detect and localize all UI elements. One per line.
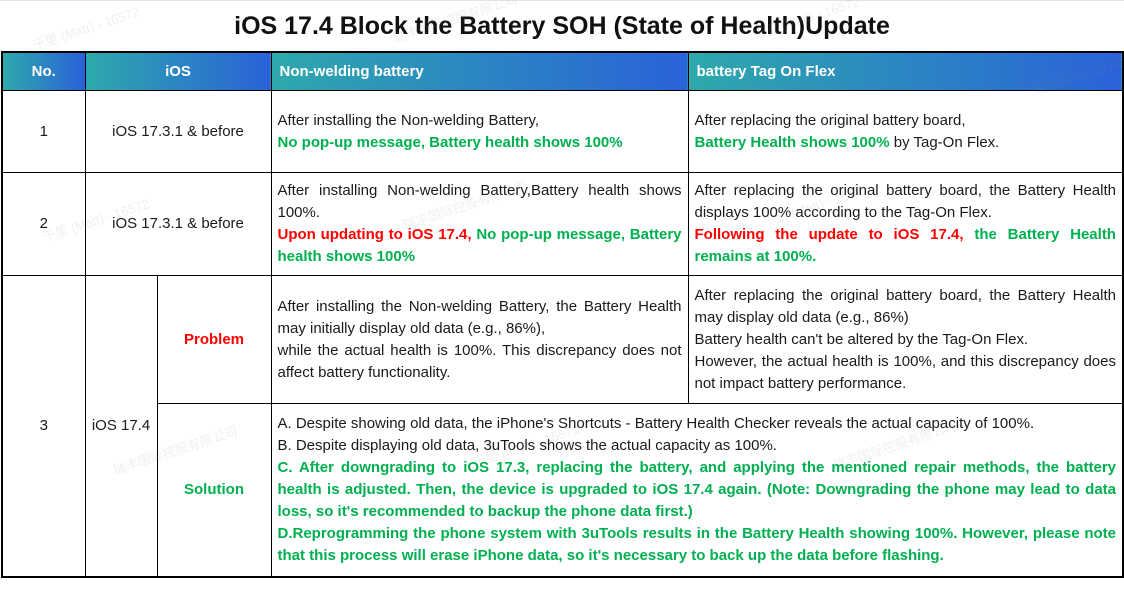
problem-tagonflex-para3: However, the actual health is 100%, and … — [694, 352, 1117, 392]
solution-item-c: C. After downgrading to iOS 17.3, replac… — [277, 458, 1117, 520]
table-header-row: No. iOS Non-welding battery battery Tag … — [1, 51, 1124, 91]
row1-no-cell: 1 — [1, 90, 86, 173]
row2-tagonflex-cell: After replacing the original battery boa… — [687, 172, 1124, 276]
table-row-2: 2 iOS 17.3.1 & before After installing N… — [1, 172, 1124, 276]
header-cell-ios: iOS — [84, 51, 272, 91]
row2-nonwelding-cell: After installing Non-welding Battery,Bat… — [270, 172, 689, 276]
solution-item-d: D.Reprogramming the phone system with 3u… — [277, 524, 1117, 564]
row2-ios-cell: iOS 17.3.1 & before — [84, 172, 272, 276]
row1-ios-cell: iOS 17.3.1 & before — [84, 90, 272, 173]
row3-solution-label: Solution — [156, 403, 272, 577]
row1-nonwelding-line2: No pop-up message, Battery health shows … — [277, 133, 623, 151]
battery-soh-table: No. iOS Non-welding battery battery Tag … — [1, 51, 1124, 578]
table-row-3-solution: Solution A. Despite showing old data, th… — [2, 403, 1124, 577]
header-cell-no: No. — [1, 51, 86, 91]
solution-item-a: A. Despite showing old data, the iPhone'… — [277, 414, 1035, 432]
header-cell-nonwelding: Non-welding battery — [270, 51, 689, 91]
row2-tagonflex-para2: Following the update to iOS 17.4, the Ba… — [694, 226, 1116, 265]
row3-problem-nonwelding-cell: After installing the Non-welding Battery… — [270, 275, 689, 404]
row1-tagonflex-line1: After replacing the original battery boa… — [694, 111, 966, 129]
row2-nonwelding-para2: Upon updating to iOS 17.4, No pop-up mes… — [277, 226, 682, 265]
row1-tagonflex-line2: Battery Health shows 100% by Tag-On Flex… — [694, 133, 1000, 151]
row3-problem-tagonflex-cell: After replacing the original battery boa… — [687, 275, 1124, 404]
row2-no-cell: 2 — [1, 172, 86, 276]
page-title: iOS 17.4 Block the Battery SOH (State of… — [0, 0, 1124, 51]
problem-nonwelding-para1: After installing the Non-welding Battery… — [277, 297, 682, 337]
problem-nonwelding-para2: while the actual health is 100%. This di… — [277, 341, 682, 381]
row2-nonwelding-para1: After installing Non-welding Battery,Bat… — [277, 182, 682, 221]
solution-item-b: B. Despite displaying old data, 3uTools … — [277, 436, 777, 454]
table-row-3-problem: 3 iOS 17.4 Problem After installing the … — [1, 275, 1124, 577]
row3-problem-label: Problem — [156, 275, 272, 404]
row1-nonwelding-line1: After installing the Non-welding Battery… — [277, 111, 540, 129]
row3-solution-cell: A. Despite showing old data, the iPhone'… — [270, 403, 1124, 577]
row3-ios-cell: iOS 17.4 — [84, 275, 158, 577]
row3-no-cell: 3 — [1, 275, 86, 577]
row1-nonwelding-cell: After installing the Non-welding Battery… — [270, 90, 689, 173]
problem-tagonflex-para2: Battery health can't be altered by the T… — [694, 330, 1029, 348]
header-cell-tagonflex: battery Tag On Flex — [687, 51, 1124, 91]
row1-tagonflex-cell: After replacing the original battery boa… — [687, 90, 1124, 173]
table-row-1: 1 iOS 17.3.1 & before After installing t… — [1, 90, 1124, 173]
row2-tagonflex-para1: After replacing the original battery boa… — [694, 182, 1117, 221]
problem-tagonflex-para1: After replacing the original battery boa… — [694, 286, 1117, 326]
